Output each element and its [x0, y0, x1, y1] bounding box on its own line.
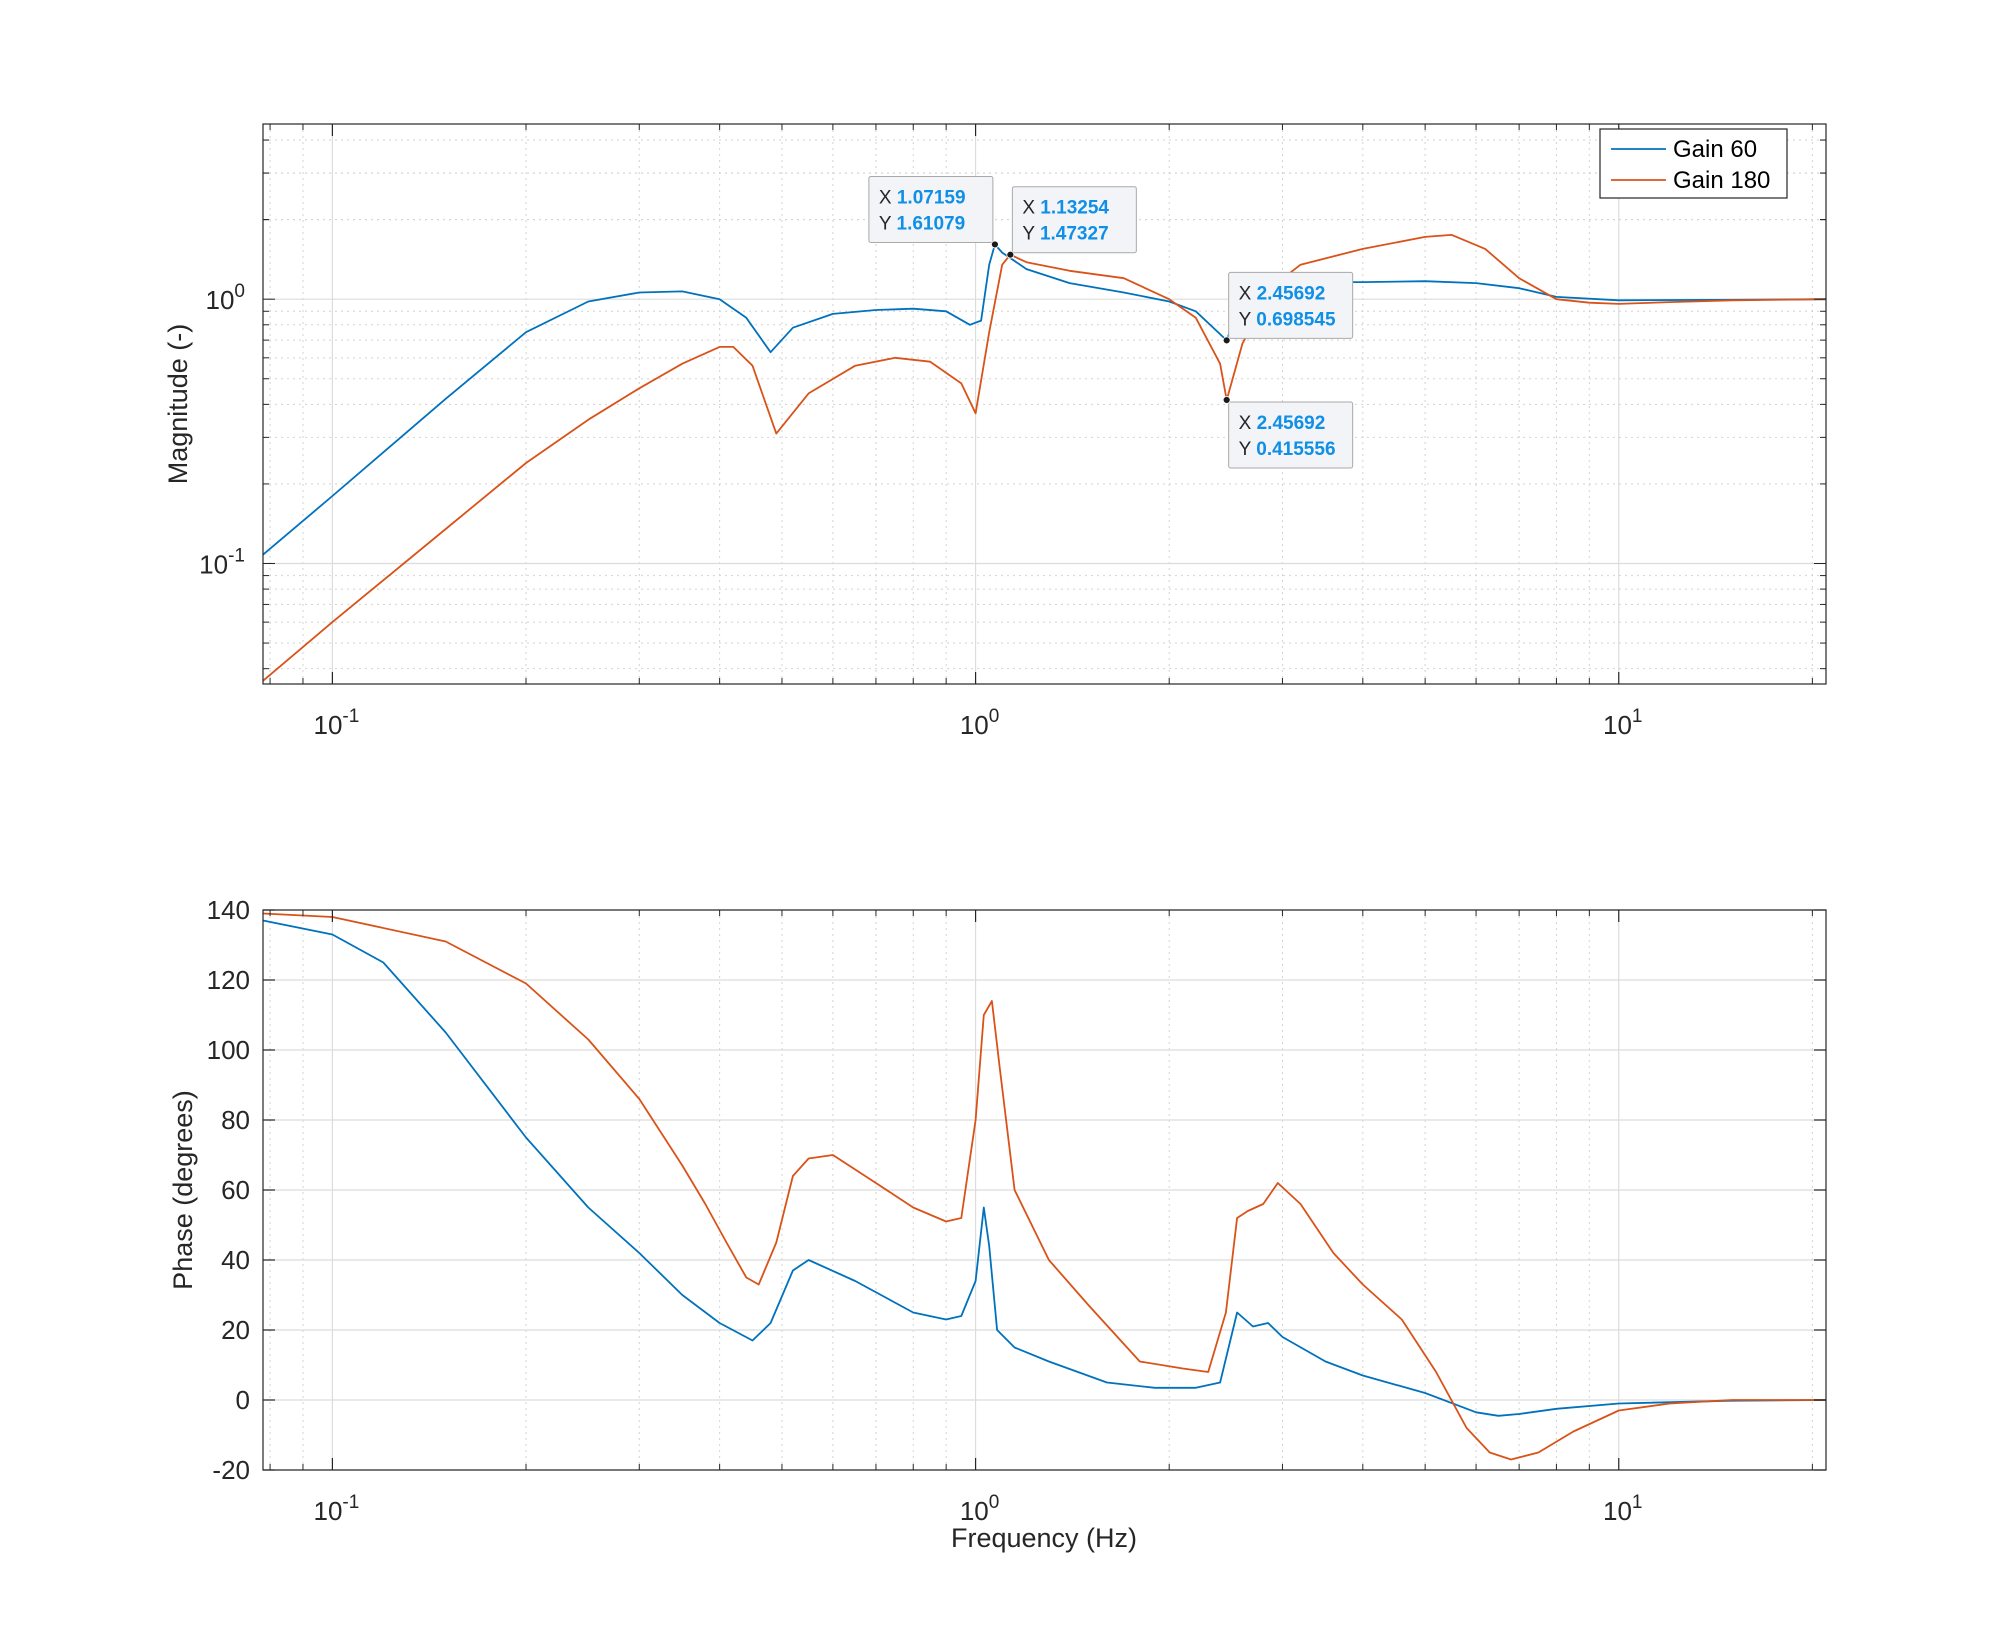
- datatip-y-value: 0.698545: [1256, 309, 1336, 330]
- datatip-y-value: 1.61079: [897, 213, 966, 234]
- tick-label-y-0: 10-1: [199, 545, 245, 579]
- datatip-y-row: Y 1.47327: [1022, 224, 1108, 245]
- phase-x-tick-labels: 10-1 100 101: [313, 1492, 1642, 1526]
- phase-line-gain-60: [262, 919, 1827, 1417]
- magnitude-grid: [263, 124, 1826, 684]
- legend-entry-gain-180: Gain 180: [1673, 167, 1770, 194]
- datatip-box: [1228, 271, 1354, 339]
- tick-label-y-1: 100: [206, 281, 246, 315]
- datatip-marker[interactable]: [1222, 396, 1231, 404]
- datatip-box: [1228, 401, 1354, 469]
- phase-line-gain-180: [262, 912, 1826, 1461]
- datatip-x-row: X 1.13254: [1022, 198, 1109, 219]
- magnitude-line-gain-180: [262, 233, 1827, 682]
- magnitude-x-tick-labels: 10-1 100 101: [313, 706, 1642, 740]
- y-tick-label-2: 20: [221, 1315, 250, 1345]
- y-tick-label-8: 140: [207, 895, 250, 925]
- datatip-marker[interactable]: [1222, 336, 1231, 345]
- tick-label-x-2: 101: [1603, 706, 1643, 740]
- phase-ticks: [263, 909, 1826, 1471]
- datatip-box: [1011, 186, 1137, 254]
- y-tick-label-0: -20: [212, 1455, 250, 1485]
- y-tick-label-7: 120: [207, 965, 250, 995]
- y-tick-label-5: 80: [221, 1105, 250, 1135]
- tick-label-x-0: 10-1: [313, 1492, 359, 1526]
- datatip-y-label: Y: [879, 213, 897, 234]
- phase-ylabel: Phase (degrees): [168, 1090, 198, 1290]
- datatip-x-label: X: [1239, 413, 1257, 434]
- datatip-marker[interactable]: [990, 240, 999, 249]
- datatip-box: [868, 175, 994, 243]
- datatip-x-label: X: [1239, 283, 1257, 304]
- datatip-y-value: 0.415556: [1256, 439, 1335, 460]
- legend[interactable]: Gain 60 Gain 180: [1599, 128, 1788, 199]
- tick-label-x-1: 100: [960, 706, 1000, 740]
- datatip-y-row: Y 0.698545: [1239, 309, 1336, 330]
- datatip-x-row: X 2.45692: [1239, 413, 1326, 434]
- datatip-y-label: Y: [1239, 309, 1257, 330]
- magnitude-ticks: [263, 124, 1826, 684]
- y-tick-label-4: 60: [221, 1175, 250, 1205]
- datatip-x-value: 1.13254: [1040, 198, 1109, 219]
- datatip-x-value: 1.07159: [897, 187, 966, 208]
- y-tick-label-3: 40: [221, 1245, 250, 1275]
- legend-box: [1599, 128, 1788, 199]
- tick-label-x-0: 10-1: [313, 706, 359, 740]
- phase-xlabel: Frequency (Hz): [951, 1523, 1137, 1553]
- phase-y-tick-labels: -20 0 20 40 60 80 100 120 140: [207, 895, 250, 1485]
- tick-label-x-1: 100: [960, 1492, 1000, 1526]
- legend-entry-gain-60: Gain 60: [1673, 136, 1757, 163]
- magnitude-axes[interactable]: 10-1 100 101 10-1 100 Magnitude (-) X 1.071…: [163, 123, 1827, 740]
- datatip-x-row: X 1.07159: [879, 187, 966, 208]
- magnitude-y-tick-labels: 10-1 100: [199, 281, 245, 579]
- datatip-x-row: X 2.45692: [1239, 283, 1326, 304]
- datatip-x-value: 2.45692: [1257, 283, 1326, 304]
- tick-label-x-2: 101: [1603, 1492, 1643, 1526]
- datatip-x-label: X: [1022, 198, 1040, 219]
- datatip-y-label: Y: [1022, 224, 1040, 245]
- datatip-y-value: 1.47327: [1040, 224, 1109, 245]
- datatip-x-value: 2.45692: [1257, 413, 1326, 434]
- y-tick-label-6: 100: [207, 1035, 250, 1065]
- datatip-marker[interactable]: [1006, 250, 1015, 259]
- phase-lines: [262, 912, 1827, 1461]
- datatip-y-row: Y 0.415556: [1239, 439, 1336, 460]
- datatip-y-label: Y: [1239, 439, 1257, 460]
- phase-axes[interactable]: 10-1 100 101 -20 0 20 40 60 80 100 120 140 Phase (…: [168, 895, 1827, 1553]
- datatip-x-label: X: [879, 187, 897, 208]
- datatip-y-row: Y 1.61079: [879, 213, 965, 234]
- magnitude-ylabel: Magnitude (-): [163, 324, 193, 485]
- y-tick-label-1: 0: [236, 1385, 250, 1415]
